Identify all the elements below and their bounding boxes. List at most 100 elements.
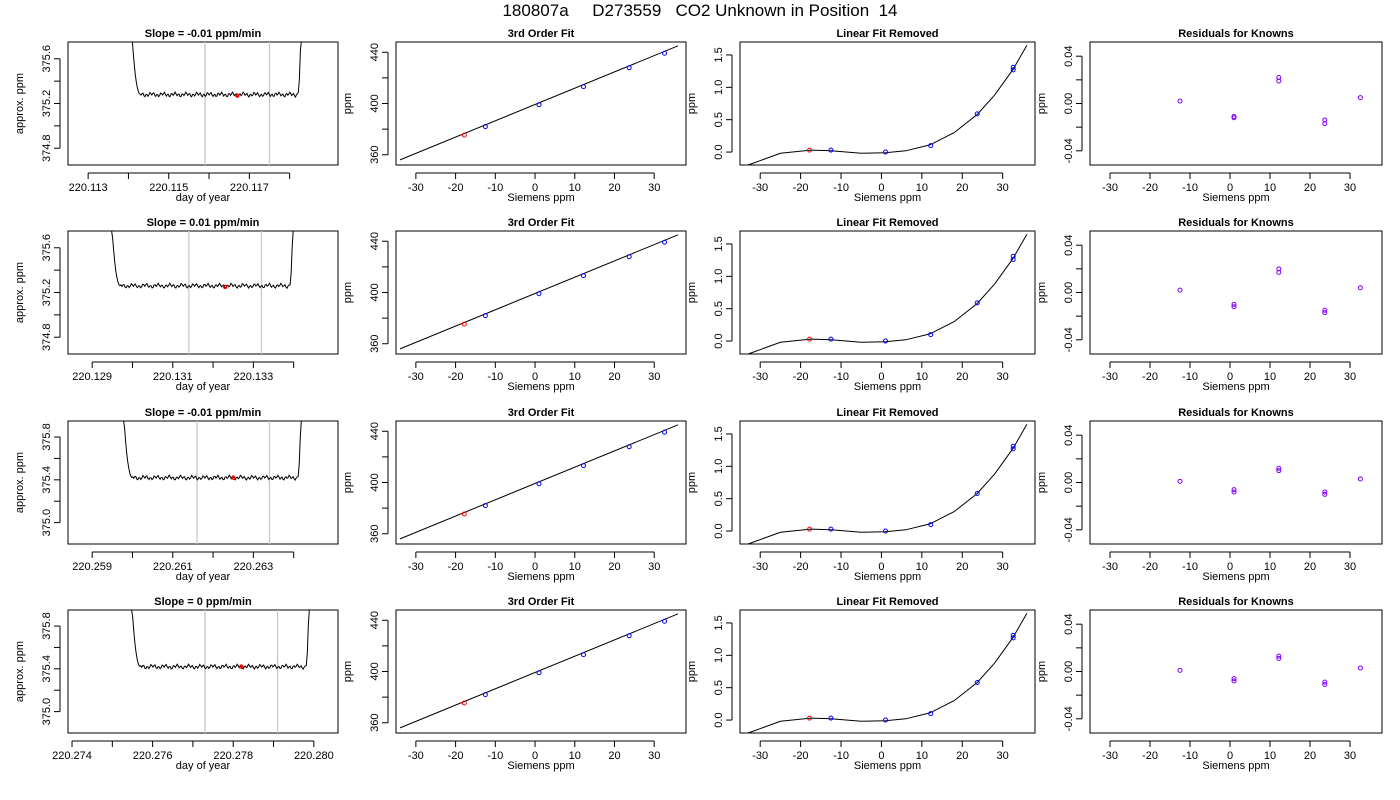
x-tick-label: -20 — [793, 371, 809, 383]
y-axis-label: ppm — [1036, 661, 1048, 682]
known-point — [882, 149, 888, 155]
x-tick-label: -10 — [487, 371, 503, 383]
x-tick-label: -30 — [752, 182, 768, 194]
x-tick-label: -10 — [1182, 182, 1198, 194]
x-tick-label: 220.263 — [233, 561, 273, 573]
residual-point — [1357, 95, 1363, 101]
residual-point — [1231, 304, 1237, 310]
residual-point — [1322, 489, 1328, 495]
panel-title: Linear Fit Removed — [836, 407, 938, 419]
x-tick-label: -20 — [1142, 182, 1158, 194]
plot-frame — [395, 41, 687, 166]
known-point — [662, 429, 668, 435]
y-tick-label: 375.6 — [41, 234, 53, 262]
plot-frame — [395, 230, 687, 355]
residual-point — [1322, 310, 1328, 316]
panel-title: 3rd Order Fit — [508, 217, 575, 229]
x-axis-label: Siemens ppm — [1202, 192, 1269, 204]
panel-title: Linear Fit Removed — [836, 217, 938, 229]
residual-point — [1231, 487, 1237, 493]
residual-point — [1177, 478, 1183, 484]
y-tick-label: 440 — [369, 232, 381, 250]
y-tick-label: 440 — [369, 43, 381, 61]
y-axis-label: ppm — [342, 93, 354, 114]
residual-point — [1231, 678, 1237, 684]
plot-frame — [739, 230, 1036, 355]
y-tick-label: 375.2 — [41, 279, 53, 307]
y-axis-label: ppm — [342, 472, 354, 493]
chart-panel-linear-removed-row3: Linear Fit Removed Siemens ppm ppm -30 -20 -1… — [686, 407, 1036, 583]
y-tick-label: 0.5 — [713, 112, 725, 127]
known-point — [828, 336, 834, 342]
x-tick-label: 220.259 — [72, 561, 112, 573]
x-axis-label: day of year — [176, 192, 231, 204]
y-tick-label: 0.00 — [1063, 472, 1075, 493]
x-tick-label: 20 — [1304, 561, 1316, 573]
y-tick-label: 0.0 — [713, 523, 725, 538]
panel-title: 3rd Order Fit — [508, 28, 575, 40]
y-axis-label: approx. ppm — [14, 641, 26, 702]
panel-title: Residuals for Knowns — [1178, 28, 1294, 40]
unknown-point — [461, 700, 467, 706]
x-tick-label: -20 — [448, 561, 464, 573]
y-tick-label: 0.0 — [713, 144, 725, 159]
x-tick-label: 30 — [997, 182, 1009, 194]
y-tick-label: 0.00 — [1063, 282, 1075, 303]
chart-panel-linear-removed-row2: Linear Fit Removed Siemens ppm ppm -30 -20 -1… — [686, 217, 1036, 393]
x-tick-label: -10 — [487, 182, 503, 194]
x-tick-label: 20 — [608, 750, 620, 762]
concentration-trace — [107, 230, 295, 290]
panel-title: Slope = -0.01 ppm/min — [145, 28, 262, 40]
residual-point — [1322, 307, 1328, 313]
x-tick-label: 30 — [648, 750, 660, 762]
x-axis-label: Siemens ppm — [854, 192, 921, 204]
known-point — [882, 338, 888, 344]
cubic-residual-curve — [747, 612, 1028, 734]
plot-frame — [67, 420, 339, 545]
y-tick-label: 440 — [369, 422, 381, 440]
known-point — [1010, 64, 1016, 70]
panel-title: Residuals for Knowns — [1178, 596, 1294, 608]
x-tick-label: 220.280 — [294, 750, 334, 762]
x-tick-label: 220.261 — [153, 561, 193, 573]
y-tick-label: 1.5 — [713, 426, 725, 441]
x-tick-label: 220.133 — [233, 371, 273, 383]
x-tick-label: 10 — [569, 371, 581, 383]
y-tick-label: 1.0 — [713, 269, 725, 284]
x-axis-label: Siemens ppm — [854, 760, 921, 772]
plot-frame — [67, 609, 339, 734]
y-axis-label: ppm — [1036, 472, 1048, 493]
panel-title: 3rd Order Fit — [508, 596, 575, 608]
y-tick-label: 400 — [369, 94, 381, 112]
x-tick-label: 220.115 — [149, 182, 188, 194]
residual-point — [1357, 285, 1363, 291]
x-tick-label: 20 — [956, 750, 968, 762]
y-tick-label: 0.5 — [713, 301, 725, 316]
known-point — [536, 481, 542, 487]
x-tick-label: 10 — [569, 750, 581, 762]
x-tick-label: -20 — [793, 182, 809, 194]
x-axis-label: Siemens ppm — [507, 192, 574, 204]
x-tick-label: 0 — [1227, 561, 1233, 573]
plot-frame — [1089, 41, 1383, 166]
known-point — [1010, 635, 1016, 641]
known-point — [828, 715, 834, 721]
residual-point — [1276, 653, 1282, 659]
x-tick-label: 30 — [997, 561, 1009, 573]
known-point — [1010, 253, 1016, 259]
known-point — [828, 147, 834, 153]
x-tick-label: -10 — [1182, 750, 1198, 762]
known-point — [928, 522, 934, 528]
x-axis-label: Siemens ppm — [1202, 760, 1269, 772]
chart-panel-residuals-row3: Residuals for Knowns Siemens ppm ppm -30 -20… — [1036, 407, 1383, 583]
x-tick-label: 0 — [532, 750, 538, 762]
y-tick-label: 1.0 — [713, 459, 725, 474]
y-tick-label: 0.0 — [713, 712, 725, 727]
panel-title: 3rd Order Fit — [508, 407, 575, 419]
x-tick-label: 20 — [1304, 750, 1316, 762]
residual-point — [1177, 667, 1183, 673]
x-tick-label: 220.131 — [153, 371, 193, 383]
plot-frame — [67, 230, 339, 355]
x-tick-label: 220.117 — [230, 182, 269, 194]
y-tick-label: 360 — [369, 525, 381, 543]
